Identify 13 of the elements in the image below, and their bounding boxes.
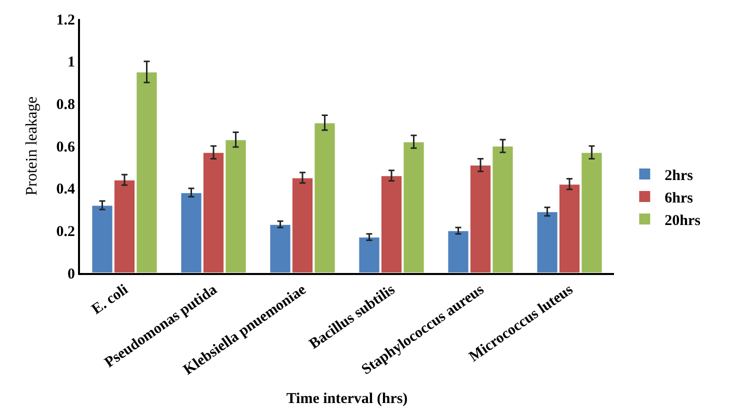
x-tick-label: E. coli — [89, 282, 132, 318]
y-axis-title: Protein leakage — [24, 96, 41, 196]
y-tick-label: 1 — [68, 54, 75, 71]
y-tick-label: 0.6 — [56, 139, 76, 156]
legend-label: 20hrs — [664, 212, 701, 229]
y-tick-label: 0.8 — [56, 96, 75, 113]
y-tick-label: 1.2 — [56, 12, 75, 28]
y-tick-label: 0.2 — [56, 224, 75, 240]
x-axis-title: Time interval (hrs) — [286, 390, 408, 407]
y-tick-label: 0.4 — [56, 182, 76, 198]
legend-label: 2hrs — [664, 168, 694, 184]
legend-label: 6hrs — [664, 190, 694, 206]
y-tick-label: 0 — [68, 266, 75, 282]
